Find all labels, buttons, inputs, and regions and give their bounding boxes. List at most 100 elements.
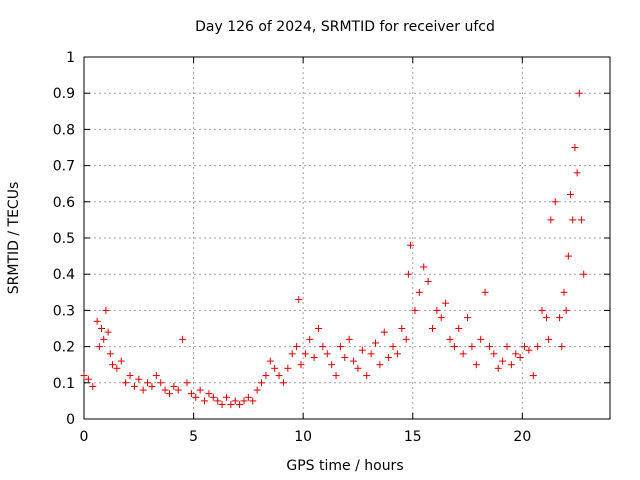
data-point [139, 386, 147, 394]
data-point [411, 306, 419, 314]
data-point [275, 372, 283, 380]
data-point [433, 306, 441, 314]
data-point [231, 397, 239, 405]
data-point [494, 364, 502, 372]
data-point [236, 401, 244, 409]
data-point [407, 241, 415, 249]
data-point [450, 343, 458, 351]
data-point [135, 375, 143, 383]
data-point [130, 382, 138, 390]
grid [84, 57, 610, 419]
data-point [284, 364, 292, 372]
data-point [345, 335, 353, 343]
data-point [170, 382, 178, 390]
data-point [95, 343, 103, 351]
data-point [367, 350, 375, 358]
plot-frame [83, 56, 611, 420]
y-tick-label: 0.8 [53, 122, 75, 138]
data-point [214, 397, 222, 405]
data-point [271, 364, 279, 372]
data-point [328, 361, 336, 369]
y-tick-label: 0 [66, 412, 75, 428]
x-tick-label: 20 [513, 429, 531, 445]
data-point [319, 343, 327, 351]
data-point [437, 314, 445, 322]
data-point [306, 335, 314, 343]
data-point [569, 216, 577, 224]
data-point [332, 372, 340, 380]
data-point [100, 335, 108, 343]
data-point [244, 393, 252, 401]
data-point [240, 397, 248, 405]
data-point [205, 390, 213, 398]
data-point [415, 288, 423, 296]
data-point [301, 350, 309, 358]
x-tick-label: 5 [189, 429, 198, 445]
data-point [323, 350, 331, 358]
data-point [580, 270, 588, 278]
data-point [558, 343, 566, 351]
data-point [84, 375, 92, 383]
data-point [297, 361, 305, 369]
data-point [187, 390, 195, 398]
data-point [279, 379, 287, 387]
data-point [499, 357, 507, 365]
data-point [481, 288, 489, 296]
data-point [227, 401, 235, 409]
data-point [560, 288, 568, 296]
data-point [567, 191, 575, 199]
y-tick-label: 0.1 [53, 376, 75, 392]
data-point [398, 325, 406, 332]
data-point [98, 325, 106, 332]
data-point [525, 346, 533, 354]
data-point [310, 353, 318, 361]
data-point [144, 379, 152, 387]
x-axis-label: GPS time / hours [286, 458, 403, 474]
data-point [126, 372, 134, 380]
y-tick-label: 0.5 [53, 231, 75, 247]
data-point [503, 343, 511, 351]
x-axis: 0 5 10 15 20 [80, 57, 531, 445]
data-point [350, 357, 358, 365]
y-tick-label: 1 [66, 50, 75, 66]
data-point [472, 361, 480, 369]
y-tick-label: 0.4 [53, 267, 75, 283]
x-tick-label: 15 [404, 429, 422, 445]
data-point [80, 372, 88, 380]
data-point [336, 343, 344, 351]
data-point [455, 325, 463, 332]
x-tick-label: 10 [294, 429, 312, 445]
data-point [420, 263, 428, 271]
data-point [385, 353, 393, 361]
data-point [295, 296, 303, 304]
data-point [253, 386, 261, 394]
data-point [545, 335, 553, 343]
data-point [380, 328, 388, 336]
data-point [258, 379, 266, 387]
data-point [402, 335, 410, 343]
chart-title: Day 126 of 2024, SRMTID for receiver ufc… [195, 19, 495, 35]
data-point [108, 361, 116, 369]
data-point [341, 353, 349, 361]
data-point [562, 306, 570, 314]
data-point [389, 343, 397, 351]
data-point [179, 335, 187, 343]
data-point [288, 350, 296, 358]
data-point [516, 353, 524, 361]
data-point [93, 317, 101, 325]
data-point [104, 328, 112, 336]
data-point [512, 350, 520, 358]
data-point [174, 386, 182, 394]
data-point [157, 379, 165, 387]
data-point [249, 397, 257, 405]
data-point [538, 306, 546, 314]
y-axis: 0 0.1 0.2 0.3 0.4 0.5 0.6 0.7 0.8 0.9 1 [53, 50, 610, 428]
data-point [196, 386, 204, 394]
data-point [578, 216, 586, 224]
data-point [529, 372, 537, 380]
data-point [183, 379, 191, 387]
data-point [113, 364, 121, 372]
data-point [122, 379, 130, 387]
data-point [315, 325, 323, 332]
data-point [102, 306, 110, 314]
